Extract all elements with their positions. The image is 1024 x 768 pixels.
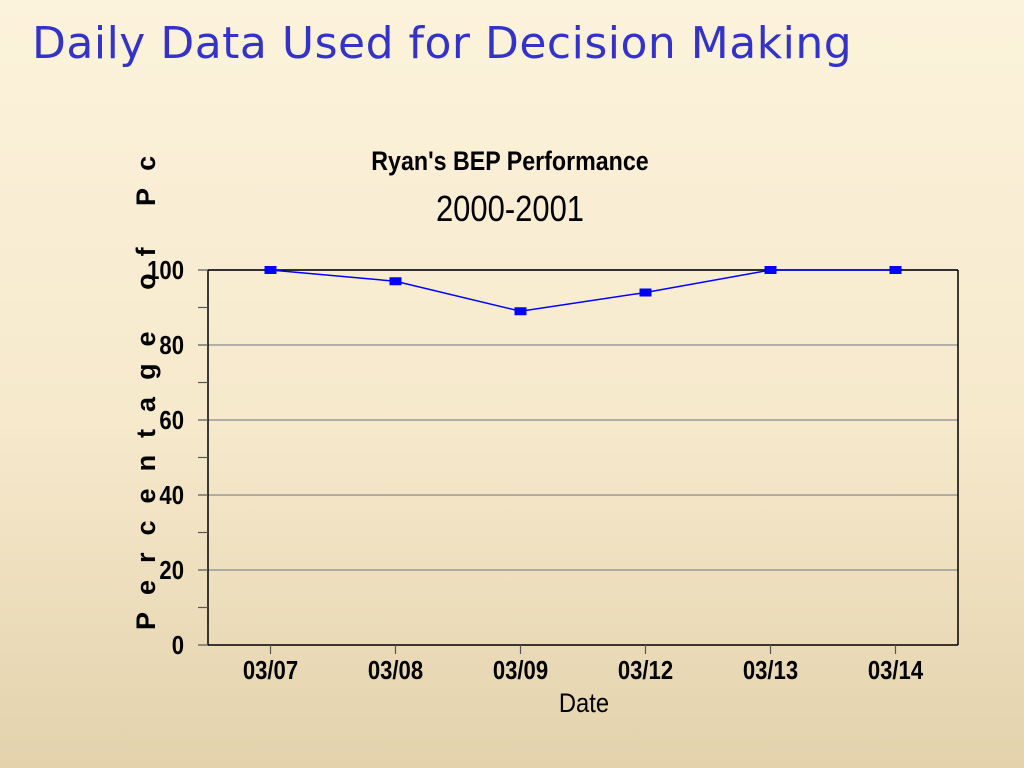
x-tick-label: 03/08 — [368, 656, 423, 685]
x-tick-label: 03/13 — [743, 656, 798, 685]
chart-subtitle: 2000-2001 — [435, 188, 585, 229]
data-point — [389, 277, 402, 286]
y-tick-label: 80 — [159, 331, 184, 360]
y-axis-ticks: 0 20 40 60 80 100 — [147, 256, 208, 660]
x-tick-label: 03/09 — [493, 656, 548, 685]
data-point — [889, 266, 902, 274]
data-point — [764, 266, 777, 274]
y-tick-label: 100 — [147, 256, 184, 285]
y-tick-label: 0 — [172, 631, 184, 660]
slide-title: Daily Data Used for Decision Making — [32, 18, 853, 69]
gridlines — [208, 269, 958, 571]
data-point — [639, 288, 652, 297]
x-tick-label: 03/12 — [618, 656, 673, 685]
axes — [207, 269, 959, 646]
x-tick-label: 03/14 — [868, 656, 924, 685]
data-series — [264, 266, 902, 316]
chart-title: Ryan's BEP Performance — [371, 146, 649, 176]
x-tick-label: 03/07 — [243, 656, 298, 685]
y-tick-label: 60 — [159, 406, 184, 435]
y-tick-label: 20 — [159, 556, 184, 585]
series-line — [270, 269, 896, 313]
y-tick-label: 40 — [159, 481, 184, 510]
x-axis-ticks: 03/07 03/08 03/09 03/12 03/13 03/14 — [243, 645, 924, 685]
y-axis-label: Percentage of Pc — [131, 139, 161, 630]
x-axis-label: Date — [559, 689, 609, 719]
data-point — [514, 307, 527, 316]
data-point — [264, 266, 277, 274]
